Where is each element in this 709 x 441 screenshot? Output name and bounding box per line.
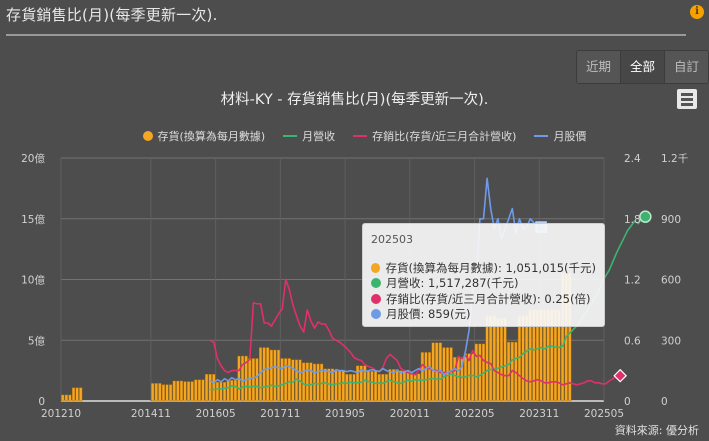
legend-label: 存銷比(存貨/近三月合計營收) xyxy=(372,130,517,143)
data-source-label: 資料來源: 優分析 xyxy=(614,424,699,437)
range-button-recent[interactable]: 近期 xyxy=(577,51,621,83)
circle-icon xyxy=(371,262,381,273)
circle-icon xyxy=(371,293,381,304)
line-icon xyxy=(353,135,368,137)
svg-text:600: 600 xyxy=(661,275,681,287)
svg-text:201411: 201411 xyxy=(131,408,171,420)
info-icon[interactable]: i xyxy=(690,5,704,19)
svg-text:10億: 10億 xyxy=(21,274,45,287)
circle-icon xyxy=(371,278,381,289)
circle-icon xyxy=(142,131,153,141)
svg-text:201905: 201905 xyxy=(325,408,365,420)
chart-tooltip: 202503 存貨(換算為每月數據): 1,051,015(千元) 月營收: 1… xyxy=(362,223,605,327)
inventory-bars xyxy=(61,273,572,402)
tooltip-row-ratio: 存銷比(存貨/近三月合計營收): 0.25(倍) xyxy=(371,291,596,307)
legend-label: 存貨(換算為每月數據) xyxy=(157,130,266,143)
svg-text:0.6: 0.6 xyxy=(624,335,641,347)
svg-text:1.2千: 1.2千 xyxy=(661,153,688,165)
svg-text:202505: 202505 xyxy=(584,408,624,420)
svg-text:5億: 5億 xyxy=(28,334,46,347)
svg-text:202011: 202011 xyxy=(390,408,430,420)
svg-text:20億: 20億 xyxy=(21,152,45,165)
tooltip-row-revenue: 月營收: 1,517,287(千元) xyxy=(371,276,596,292)
line-icon xyxy=(534,135,549,137)
tooltip-text: 月股價: 859(元) xyxy=(386,307,471,322)
svg-text:1.2: 1.2 xyxy=(624,275,641,287)
svg-text:0: 0 xyxy=(624,396,631,408)
svg-text:0: 0 xyxy=(38,396,45,408)
tooltip-text: 存貨(換算為每月數據): 1,051,015(千元) xyxy=(385,260,596,275)
svg-text:300: 300 xyxy=(661,335,681,347)
legend-item-ratio[interactable]: 存銷比(存貨/近三月合計營收) xyxy=(353,128,516,144)
series-lines xyxy=(209,177,652,391)
axis-labels: 0 0 0 5億 0.6 300 10億 1.2 600 15億 1.8 900 20億 2.4 1.2千 2… xyxy=(21,152,688,420)
range-button-custom[interactable]: 自訂 xyxy=(665,51,708,83)
legend-item-revenue[interactable]: 月營收 xyxy=(283,128,335,144)
svg-text:201605: 201605 xyxy=(196,408,236,420)
svg-text:201711: 201711 xyxy=(260,408,300,420)
svg-text:202311: 202311 xyxy=(519,408,559,420)
tooltip-row-inventory: 存貨(換算為每月數據): 1,051,015(千元) xyxy=(371,260,596,276)
legend-item-inventory[interactable]: 存貨(換算為每月數據) xyxy=(142,128,266,144)
svg-text:202205: 202205 xyxy=(454,408,494,420)
svg-text:1.8: 1.8 xyxy=(624,214,641,226)
svg-text:0: 0 xyxy=(661,396,668,408)
svg-text:2.4: 2.4 xyxy=(624,153,641,165)
hamburger-menu-icon[interactable] xyxy=(677,89,697,109)
chart-legend: 存貨(換算為每月數據) 月營收 存銷比(存貨/近三月合計營收) 月股價 xyxy=(0,128,709,144)
chart-title: 材料-KY - 存貨銷售比(月)(每季更新一次). xyxy=(220,92,489,108)
title-divider xyxy=(6,34,686,36)
tooltip-row-price: 月股價: 859(元) xyxy=(371,307,596,323)
line-icon xyxy=(283,135,298,137)
range-selector: 近期 全部 自訂 xyxy=(576,50,709,84)
legend-label: 月股價 xyxy=(553,130,587,143)
range-button-all[interactable]: 全部 xyxy=(621,51,665,83)
tooltip-text: 月營收: 1,517,287(千元) xyxy=(386,276,519,291)
legend-item-price[interactable]: 月股價 xyxy=(534,128,586,144)
circle-icon xyxy=(371,309,381,320)
tooltip-date: 202503 xyxy=(371,233,413,246)
svg-text:900: 900 xyxy=(661,214,681,226)
svg-text:15億: 15億 xyxy=(21,213,45,226)
tooltip-text: 存銷比(存貨/近三月合計營收): 0.25(倍) xyxy=(386,291,591,306)
page-title: 存貨銷售比(月)(每季更新一次). xyxy=(6,6,218,24)
svg-text:201210: 201210 xyxy=(41,408,81,420)
legend-label: 月營收 xyxy=(302,130,336,143)
